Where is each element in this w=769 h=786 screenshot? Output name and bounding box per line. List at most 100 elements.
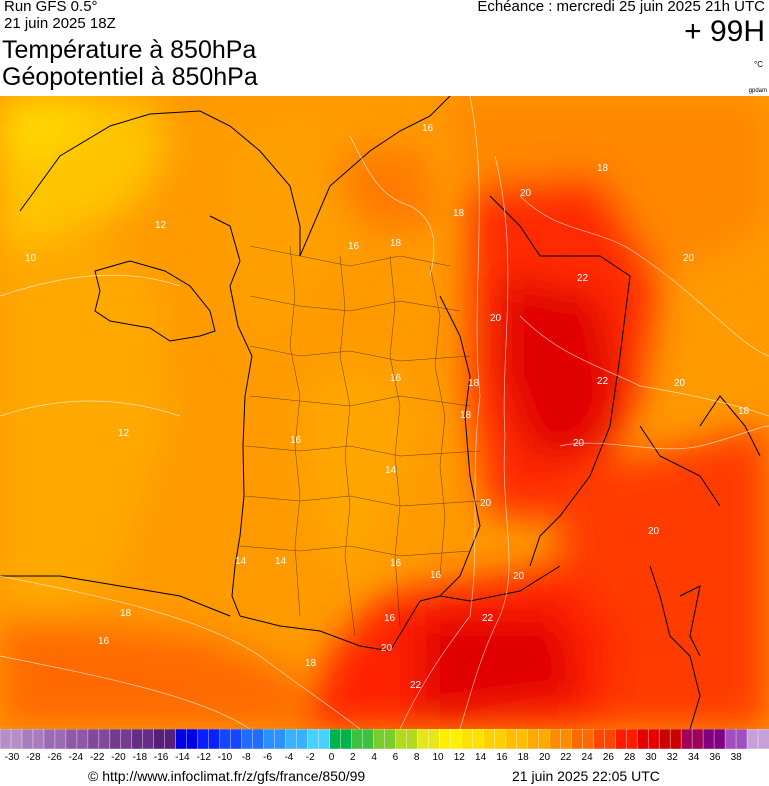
color-scale-cell xyxy=(307,729,320,749)
color-scale-cell xyxy=(483,729,496,749)
contour-label: 20 xyxy=(648,526,660,537)
color-scale-cell xyxy=(636,729,649,749)
contour-label: 18 xyxy=(738,406,750,417)
color-scale-cell xyxy=(538,729,550,749)
color-scale-cell xyxy=(461,729,474,749)
color-scale-cell xyxy=(735,729,748,749)
contour-label: 18 xyxy=(597,163,609,174)
color-scale-tick-label: 12 xyxy=(453,752,465,763)
color-scale-cell xyxy=(395,729,408,749)
contour-label: 22 xyxy=(597,376,609,387)
color-scale-ticks: -30 -28 -26 -24 -22 -20 -18 -16 -14 -12 -10 -8 -6 -4-… xyxy=(0,752,769,766)
color-scale-tick-label: -4 xyxy=(284,752,294,763)
copyright-link[interactable]: © http://www.infoclimat.fr/z/gfs/france/… xyxy=(88,768,366,784)
contour-label: 14 xyxy=(385,465,397,476)
contour-label: 16 xyxy=(98,636,110,647)
temperature-field xyxy=(0,96,769,729)
color-scale-tick-label: 2 xyxy=(350,752,356,763)
map-svg: 16 18 20 12 10 18 16 18 22 20 18 16 20 1… xyxy=(0,96,769,729)
color-scale-cell xyxy=(615,729,627,749)
color-scale-cell xyxy=(285,729,298,749)
color-scale-cell xyxy=(527,729,539,749)
color-scale-cell xyxy=(21,729,34,749)
color-scale-cell xyxy=(296,729,309,749)
color-scale-cell xyxy=(604,729,616,749)
color-scale-tick-label: 28 xyxy=(624,752,636,763)
color-scale-cell xyxy=(98,729,111,749)
color-scale-cell xyxy=(274,729,287,749)
color-scale-tick-label: -18 xyxy=(132,752,148,763)
color-scale-cell xyxy=(549,729,561,749)
color-scale-cell xyxy=(658,729,671,749)
color-scale-tick-label: 36 xyxy=(709,752,721,763)
color-scale-tick-label: 26 xyxy=(602,752,614,763)
map-title-geopotential: Géopotentiel à 850hPa xyxy=(2,63,258,91)
color-scale-cell xyxy=(571,729,583,749)
color-scale-tick-label: -6 xyxy=(263,752,273,763)
color-scale-tick-label: 24 xyxy=(581,752,593,763)
color-scale-cell xyxy=(0,729,12,749)
color-scale-tick-label: 0 xyxy=(328,752,335,763)
contour-label: 20 xyxy=(480,498,492,509)
color-scale-cell xyxy=(54,729,67,749)
color-scale-tick-label: -10 xyxy=(217,752,233,763)
color-scale-cell xyxy=(746,729,759,749)
color-scale-cell xyxy=(384,729,397,749)
color-scale-tick-label: 4 xyxy=(371,752,377,763)
temperature-map: 16 18 20 12 10 18 16 18 22 20 18 16 20 1… xyxy=(0,96,769,729)
contour-label: 20 xyxy=(573,438,585,449)
color-scale-cell xyxy=(131,729,144,749)
unit-label: °C xyxy=(754,60,763,69)
contour-label: 16 xyxy=(384,613,396,624)
contour-label: 16 xyxy=(390,373,402,384)
color-scale-tick-label: -2 xyxy=(305,752,315,763)
color-scale-tick-label: -8 xyxy=(241,752,251,763)
contour-label: 16 xyxy=(290,435,302,446)
color-scale-cell xyxy=(186,729,199,749)
contour-label: 22 xyxy=(482,613,494,624)
color-scale-cell xyxy=(724,729,737,749)
run-label: Run GFS 0.5° xyxy=(4,0,98,15)
color-scale-cell xyxy=(428,729,441,749)
color-scale-cell xyxy=(669,729,682,749)
color-scale-tick-label: -22 xyxy=(89,752,105,763)
contour-label: 18 xyxy=(390,238,402,249)
color-scale-cell xyxy=(43,729,56,749)
color-scale-cell xyxy=(329,729,342,749)
color-scale-cell xyxy=(340,729,353,749)
color-scale-tick-label: -12 xyxy=(196,752,211,763)
color-scale-tick-label: -26 xyxy=(47,752,62,763)
color-scale-cell xyxy=(263,729,276,749)
color-scale-cell xyxy=(373,729,386,749)
color-scale-tick-label: 34 xyxy=(688,752,700,763)
color-scale-tick-label: 38 xyxy=(730,752,742,763)
color-scale-tick-label: 8 xyxy=(413,752,420,763)
color-scale-cell xyxy=(208,729,221,749)
color-scale-cell xyxy=(318,729,331,749)
color-scale-bar xyxy=(0,729,769,749)
color-scale-cell xyxy=(10,729,23,749)
color-scale-cell xyxy=(680,729,693,749)
contour-label: 12 xyxy=(155,220,167,231)
contour-label: 20 xyxy=(674,378,686,389)
contour-label: 16 xyxy=(390,558,402,569)
color-scale-cell xyxy=(472,729,485,749)
color-scale-cell xyxy=(197,729,210,749)
contour-label: 18 xyxy=(468,378,480,389)
department-borders xyxy=(239,245,481,637)
contour-label: 20 xyxy=(513,571,525,582)
color-scale-cell xyxy=(450,729,463,749)
contour-label: 20 xyxy=(490,313,502,324)
contour-label: 14 xyxy=(275,556,287,567)
color-scale-tick-label: 16 xyxy=(496,752,508,763)
contour-labels: 16 18 20 12 10 18 16 18 22 20 18 16 20 1… xyxy=(25,123,750,691)
contour-label: 18 xyxy=(120,608,132,619)
contour-label: 22 xyxy=(410,680,422,691)
color-scale-tick-label: -30 xyxy=(4,752,20,763)
color-scale-tick-label: -24 xyxy=(68,752,84,763)
color-scale-cell xyxy=(65,729,78,749)
color-scale-cell xyxy=(252,729,265,749)
color-scale-cell xyxy=(516,729,529,749)
contour-label: 22 xyxy=(577,273,589,284)
color-scale-cell xyxy=(76,729,89,749)
